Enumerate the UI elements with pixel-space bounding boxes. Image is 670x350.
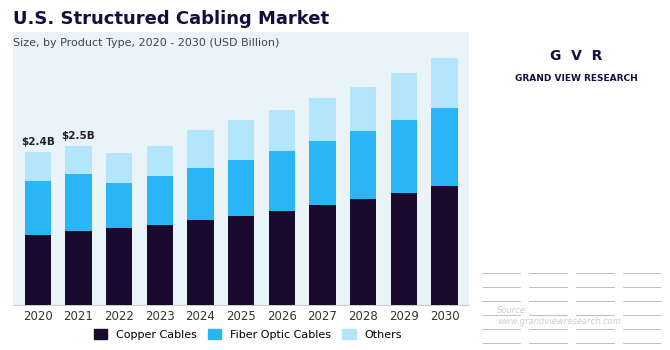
Bar (25, 234, 51, 304)
Text: G  V  R: G V R (550, 49, 602, 63)
Bar (310, 98, 336, 141)
Bar (310, 141, 336, 205)
Bar (147, 146, 173, 176)
Bar (228, 120, 255, 160)
Bar (25, 152, 51, 181)
Bar (391, 120, 417, 193)
Bar (269, 211, 295, 304)
Legend: Copper Cables, Fiber Optic Cables, Others: Copper Cables, Fiber Optic Cables, Other… (89, 325, 407, 344)
Bar (188, 220, 214, 304)
Bar (228, 160, 255, 216)
Bar (350, 131, 377, 199)
Bar (310, 205, 336, 304)
Bar (431, 186, 458, 304)
Text: Size, by Product Type, 2020 - 2030 (USD Billion): Size, by Product Type, 2020 - 2030 (USD … (13, 38, 280, 49)
Bar (431, 108, 458, 186)
Bar (269, 151, 295, 211)
Bar (65, 146, 92, 174)
Bar (188, 168, 214, 220)
Bar (391, 193, 417, 304)
Bar (147, 176, 173, 224)
Bar (188, 130, 214, 168)
Text: GRAND VIEW RESEARCH: GRAND VIEW RESEARCH (515, 74, 638, 83)
Text: 2023 - 2030: 2023 - 2030 (543, 216, 610, 225)
Text: U.S. Market CAGR,: U.S. Market CAGR, (525, 195, 628, 204)
Text: $2.4B: $2.4B (21, 137, 55, 147)
Bar (269, 110, 295, 151)
Bar (350, 87, 377, 131)
Bar (106, 228, 133, 304)
Bar (106, 183, 133, 228)
Text: U.S. Structured Cabling Market: U.S. Structured Cabling Market (13, 10, 330, 28)
Bar (65, 174, 92, 231)
FancyBboxPatch shape (497, 28, 655, 98)
Bar (228, 216, 255, 304)
Text: 9.0%: 9.0% (534, 140, 618, 168)
Bar (65, 231, 92, 304)
Bar (147, 224, 173, 304)
Bar (106, 153, 133, 183)
Text: $2.5B: $2.5B (62, 131, 95, 141)
Text: Source:
www.grandviewresearch.com: Source: www.grandviewresearch.com (497, 306, 621, 326)
Bar (25, 181, 51, 234)
Bar (431, 57, 458, 108)
Bar (350, 199, 377, 304)
Bar (391, 73, 417, 120)
